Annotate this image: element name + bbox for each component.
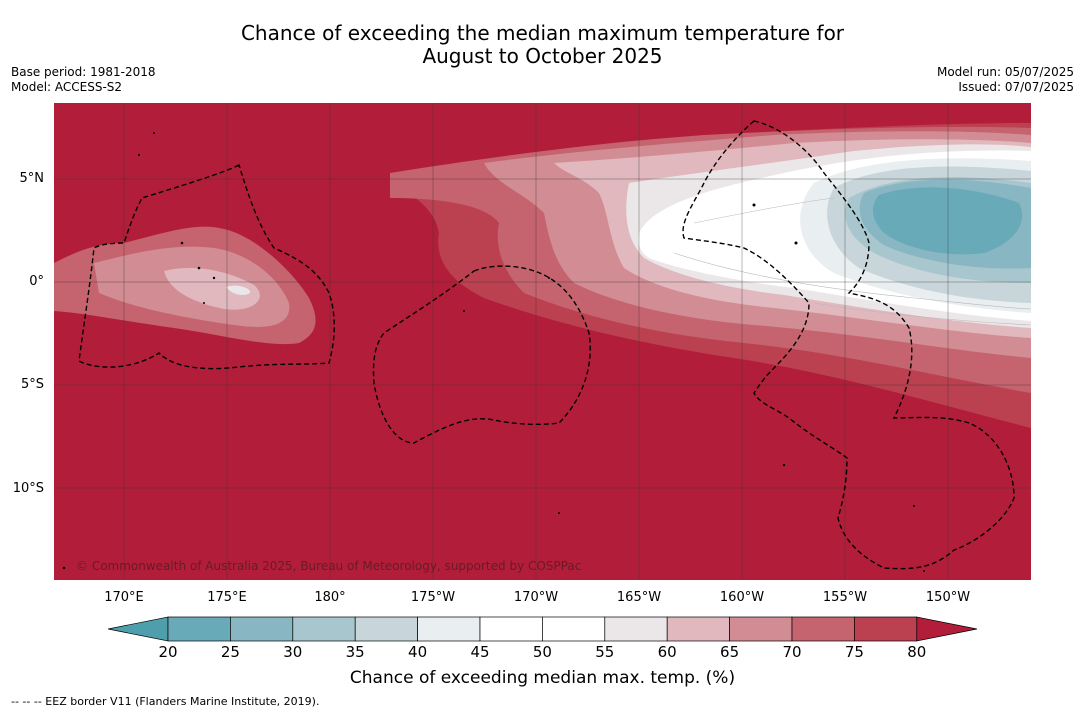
colorbar-tick-label: 30 <box>283 643 303 661</box>
colorbar-extend-low <box>108 616 169 642</box>
lon-label-160w: 160°W <box>719 590 765 605</box>
colorbar-cell <box>666 616 730 642</box>
colorbar-tick-label: 45 <box>470 643 490 661</box>
lon-label-150w: 150°W <box>925 590 971 605</box>
lon-label-175w: 175°W <box>410 590 456 605</box>
colorbar-tick-label: 65 <box>720 643 740 661</box>
lat-label-10s: 10°S <box>12 481 44 496</box>
eez-kiribati-line <box>682 120 1015 570</box>
lon-label-180: 180° <box>314 590 346 605</box>
colorbar-tick-label: 35 <box>345 643 365 661</box>
colorbar-tick-label: 20 <box>158 643 178 661</box>
colorbar-cell <box>479 616 543 642</box>
colorbar-tick-label: 50 <box>532 643 552 661</box>
model-run: Model run: 05/07/2025 <box>936 65 1074 79</box>
colorbar-cell <box>729 616 793 642</box>
eez-phoenix <box>372 265 591 444</box>
map-svg <box>54 103 1031 580</box>
colorbar-cell <box>417 616 481 642</box>
lat-label-5s: 5°S <box>20 377 44 392</box>
colorbar-tick-label: 60 <box>657 643 677 661</box>
contour-line-1 <box>673 252 1031 310</box>
colorbar-tick-label: 25 <box>220 643 240 661</box>
base-period: Base period: 1981-2018 <box>11 65 156 79</box>
colorbar-tick-label: 70 <box>782 643 802 661</box>
colorbar-tick-label: 80 <box>907 643 927 661</box>
colorbar-cell <box>354 616 418 642</box>
title-line-1: Chance of exceeding the median maximum t… <box>240 21 845 45</box>
model-name: Model: ACCESS-S2 <box>11 80 123 94</box>
colorbar-cell <box>167 616 231 642</box>
eez-tuvalu <box>78 163 335 370</box>
eez-footnote: -- -- -- EEZ border V11 (Flanders Marine… <box>11 695 320 708</box>
colorbar-cells <box>108 616 978 642</box>
issued-date: Issued: 07/07/2025 <box>958 80 1074 94</box>
colorbar-cell <box>604 616 668 642</box>
contour-west-55 <box>226 285 251 295</box>
colorbar-cell <box>791 616 855 642</box>
colorbar-cell <box>854 616 918 642</box>
lon-label-175e: 175°E <box>207 590 247 605</box>
colorbar <box>108 616 978 642</box>
colorbar-extend-high <box>916 616 978 642</box>
map-panel: © Commonwealth of Australia 2025, Bureau… <box>54 103 1031 580</box>
lat-label-0: 0° <box>29 274 44 289</box>
contour-line-2 <box>693 197 835 224</box>
meta-right: Model run: 05/07/2025 Issued: 07/07/2025 <box>937 65 1074 95</box>
lat-label-5n: 5°N <box>19 171 45 186</box>
meta-left: Base period: 1981-2018 Model: ACCESS-S2 <box>11 65 156 95</box>
colorbar-cell <box>230 616 294 642</box>
map-title: Chance of exceeding the median maximum t… <box>0 22 1085 68</box>
contour-west-60 <box>164 267 260 310</box>
colorbar-cell <box>542 616 606 642</box>
contour-line-3 <box>813 302 1031 326</box>
lon-label-165w: 165°W <box>616 590 662 605</box>
colorbar-tick-label: 75 <box>844 643 864 661</box>
colorbar-label: Chance of exceeding median max. temp. (%… <box>349 668 736 688</box>
lon-label-155w: 155°W <box>822 590 868 605</box>
colorbar-tick-label: 55 <box>595 643 615 661</box>
eez-borders <box>78 120 1015 570</box>
colorbar-tick-label: 40 <box>408 643 428 661</box>
title-line-2: August to October 2025 <box>422 44 663 68</box>
lon-label-170w: 170°W <box>513 590 559 605</box>
lon-label-170e: 170°E <box>104 590 144 605</box>
graticule <box>54 103 1031 580</box>
island-markers <box>62 132 925 572</box>
copyright-note: © Commonwealth of Australia 2025, Bureau… <box>76 559 582 573</box>
colorbar-cell <box>292 616 356 642</box>
contour-east-25 <box>872 187 1023 255</box>
